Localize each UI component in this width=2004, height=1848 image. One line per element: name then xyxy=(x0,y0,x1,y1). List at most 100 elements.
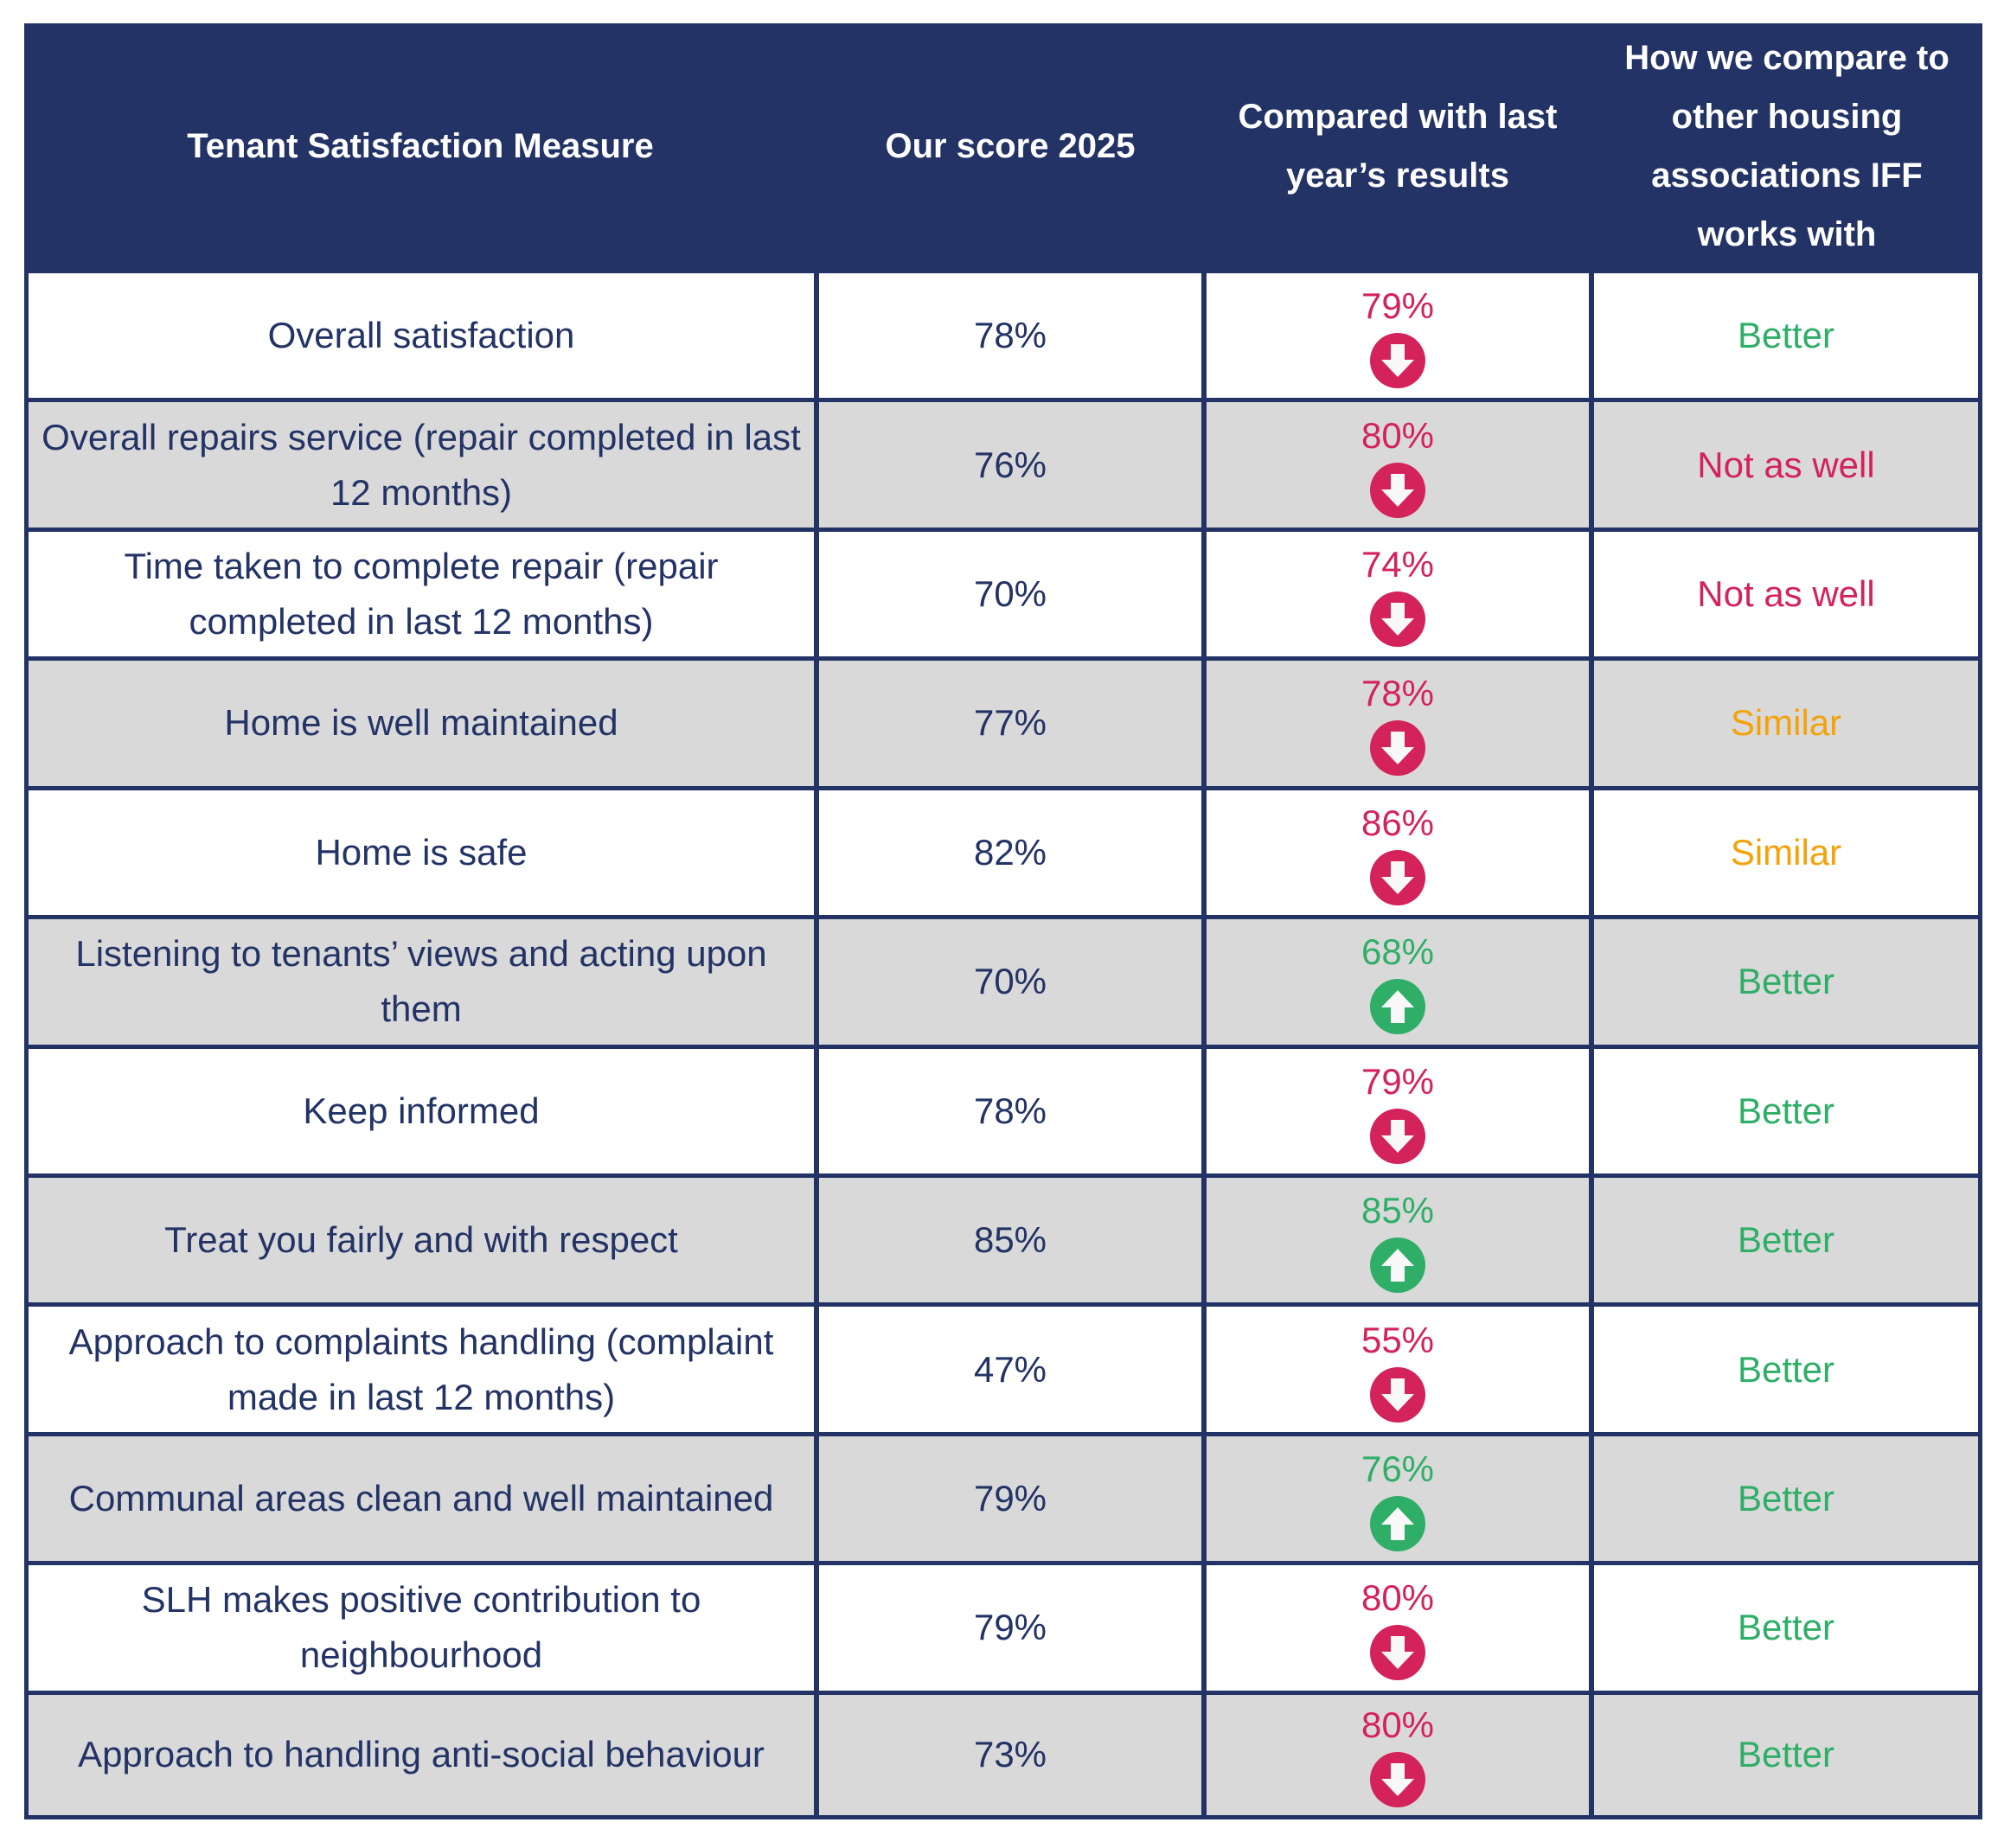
last-year-value: 80% xyxy=(1361,414,1435,456)
compare-status: Better xyxy=(1737,1607,1835,1648)
last-year-value: 80% xyxy=(1361,1704,1435,1746)
last-year-value: 85% xyxy=(1361,1190,1435,1231)
arrow-down-icon xyxy=(1370,462,1425,518)
last-year-cell: 86% xyxy=(1207,790,1589,916)
measure-label: Time taken to complete repair (repair co… xyxy=(124,546,719,643)
arrow-down-icon xyxy=(1370,591,1425,648)
arrow-up-icon xyxy=(1370,1237,1425,1294)
header-compare: How we compare to other housing associat… xyxy=(1624,39,1950,253)
last-year-cell: 55% xyxy=(1207,1307,1589,1432)
compare-status: Better xyxy=(1737,1734,1835,1775)
score-cell: 79% xyxy=(819,1565,1201,1691)
arrow-down-icon xyxy=(1370,1108,1425,1164)
last-year-cell: 80% xyxy=(1207,402,1589,528)
compare-cell: Not as well xyxy=(1594,402,1978,528)
compare-status: Better xyxy=(1737,1348,1835,1390)
arrow-down-icon xyxy=(1370,849,1425,905)
measure-label: Approach to handling anti-social behavio… xyxy=(78,1734,765,1775)
score-value: 82% xyxy=(973,831,1047,873)
score-cell: 82% xyxy=(819,790,1201,916)
score-value: 79% xyxy=(973,1607,1047,1648)
compare-cell: Better xyxy=(1594,273,1978,399)
score-cell: 73% xyxy=(819,1694,1201,1815)
measure-label: Overall satisfaction xyxy=(267,315,575,356)
compare-status: Better xyxy=(1737,1477,1835,1519)
score-value: 73% xyxy=(973,1734,1047,1775)
compare-cell: Not as well xyxy=(1594,531,1978,657)
measure-label: Approach to complaints handling (complai… xyxy=(68,1320,774,1417)
measure-cell: Overall satisfaction xyxy=(29,273,814,399)
arrow-down-icon xyxy=(1370,1625,1425,1681)
compare-status: Better xyxy=(1737,315,1835,356)
last-year-value: 55% xyxy=(1361,1319,1435,1360)
last-year-cell: 79% xyxy=(1207,273,1589,399)
last-year-value: 68% xyxy=(1361,931,1435,973)
score-value: 76% xyxy=(973,444,1047,485)
arrow-up-icon xyxy=(1370,1495,1425,1551)
score-cell: 70% xyxy=(819,919,1201,1045)
score-cell: 47% xyxy=(819,1307,1201,1432)
header-last-year: Compared with last year’s results xyxy=(1238,98,1558,195)
compare-cell: Better xyxy=(1594,1307,1978,1432)
measure-cell: Approach to complaints handling (complai… xyxy=(29,1307,814,1432)
score-value: 77% xyxy=(973,702,1047,744)
score-cell: 79% xyxy=(819,1436,1201,1562)
measure-cell: Listening to tenants’ views and acting u… xyxy=(29,919,814,1045)
last-year-cell: 80% xyxy=(1207,1565,1589,1691)
measure-cell: Keep informed xyxy=(29,1048,814,1173)
measure-cell: Time taken to complete repair (repair co… xyxy=(29,531,814,657)
compare-status: Similar xyxy=(1730,702,1842,744)
score-cell: 78% xyxy=(819,273,1201,399)
arrow-down-icon xyxy=(1370,1366,1425,1423)
last-year-cell: 76% xyxy=(1207,1436,1589,1562)
measure-cell: Home is safe xyxy=(29,790,814,916)
measure-cell: Overall repairs service (repair complete… xyxy=(29,402,814,528)
measure-label: SLH makes positive contribution to neigh… xyxy=(141,1579,701,1676)
last-year-cell: 78% xyxy=(1207,661,1589,786)
measure-cell: Approach to handling anti-social behavio… xyxy=(29,1694,814,1815)
last-year-cell: 74% xyxy=(1207,531,1589,657)
score-value: 79% xyxy=(973,1477,1047,1519)
compare-cell: Better xyxy=(1594,1694,1978,1815)
compare-status: Better xyxy=(1737,1219,1835,1261)
last-year-value: 78% xyxy=(1361,673,1435,714)
score-cell: 77% xyxy=(819,661,1201,786)
measure-cell: Communal areas clean and well maintained xyxy=(29,1436,814,1562)
compare-cell: Better xyxy=(1594,1436,1978,1562)
last-year-value: 86% xyxy=(1361,802,1435,843)
last-year-cell: 80% xyxy=(1207,1694,1589,1815)
score-value: 78% xyxy=(973,1090,1047,1131)
compare-status: Not as well xyxy=(1697,444,1875,485)
last-year-cell: 85% xyxy=(1207,1177,1589,1303)
score-value: 70% xyxy=(973,961,1047,1002)
score-value: 47% xyxy=(973,1348,1047,1390)
compare-status: Similar xyxy=(1730,831,1842,873)
measure-cell: SLH makes positive contribution to neigh… xyxy=(29,1565,814,1691)
last-year-cell: 79% xyxy=(1207,1048,1589,1173)
score-value: 70% xyxy=(973,573,1047,615)
measure-label: Keep informed xyxy=(303,1090,540,1131)
score-value: 85% xyxy=(973,1219,1047,1261)
score-cell: 78% xyxy=(819,1048,1201,1173)
measure-label: Home is well maintained xyxy=(224,702,618,744)
score-cell: 85% xyxy=(819,1177,1201,1303)
satisfaction-table: Tenant Satisfaction Measure Our score 20… xyxy=(24,23,1982,1819)
last-year-value: 80% xyxy=(1361,1577,1435,1619)
last-year-value: 76% xyxy=(1361,1448,1435,1489)
compare-cell: Better xyxy=(1594,1048,1978,1173)
compare-cell: Better xyxy=(1594,1565,1978,1691)
compare-status: Better xyxy=(1737,1090,1835,1131)
last-year-value: 74% xyxy=(1361,544,1435,585)
measure-cell: Treat you fairly and with respect xyxy=(29,1177,814,1303)
compare-cell: Better xyxy=(1594,1177,1978,1303)
header-score: Our score 2025 xyxy=(885,127,1136,165)
last-year-cell: 68% xyxy=(1207,919,1589,1045)
arrow-up-icon xyxy=(1370,979,1425,1035)
compare-status: Not as well xyxy=(1697,573,1875,615)
last-year-value: 79% xyxy=(1361,1060,1435,1102)
measure-label: Overall repairs service (repair complete… xyxy=(42,416,801,513)
compare-cell: Similar xyxy=(1594,790,1978,916)
measure-label: Treat you fairly and with respect xyxy=(164,1219,678,1261)
score-value: 78% xyxy=(973,315,1047,356)
header-measure: Tenant Satisfaction Measure xyxy=(187,127,654,165)
